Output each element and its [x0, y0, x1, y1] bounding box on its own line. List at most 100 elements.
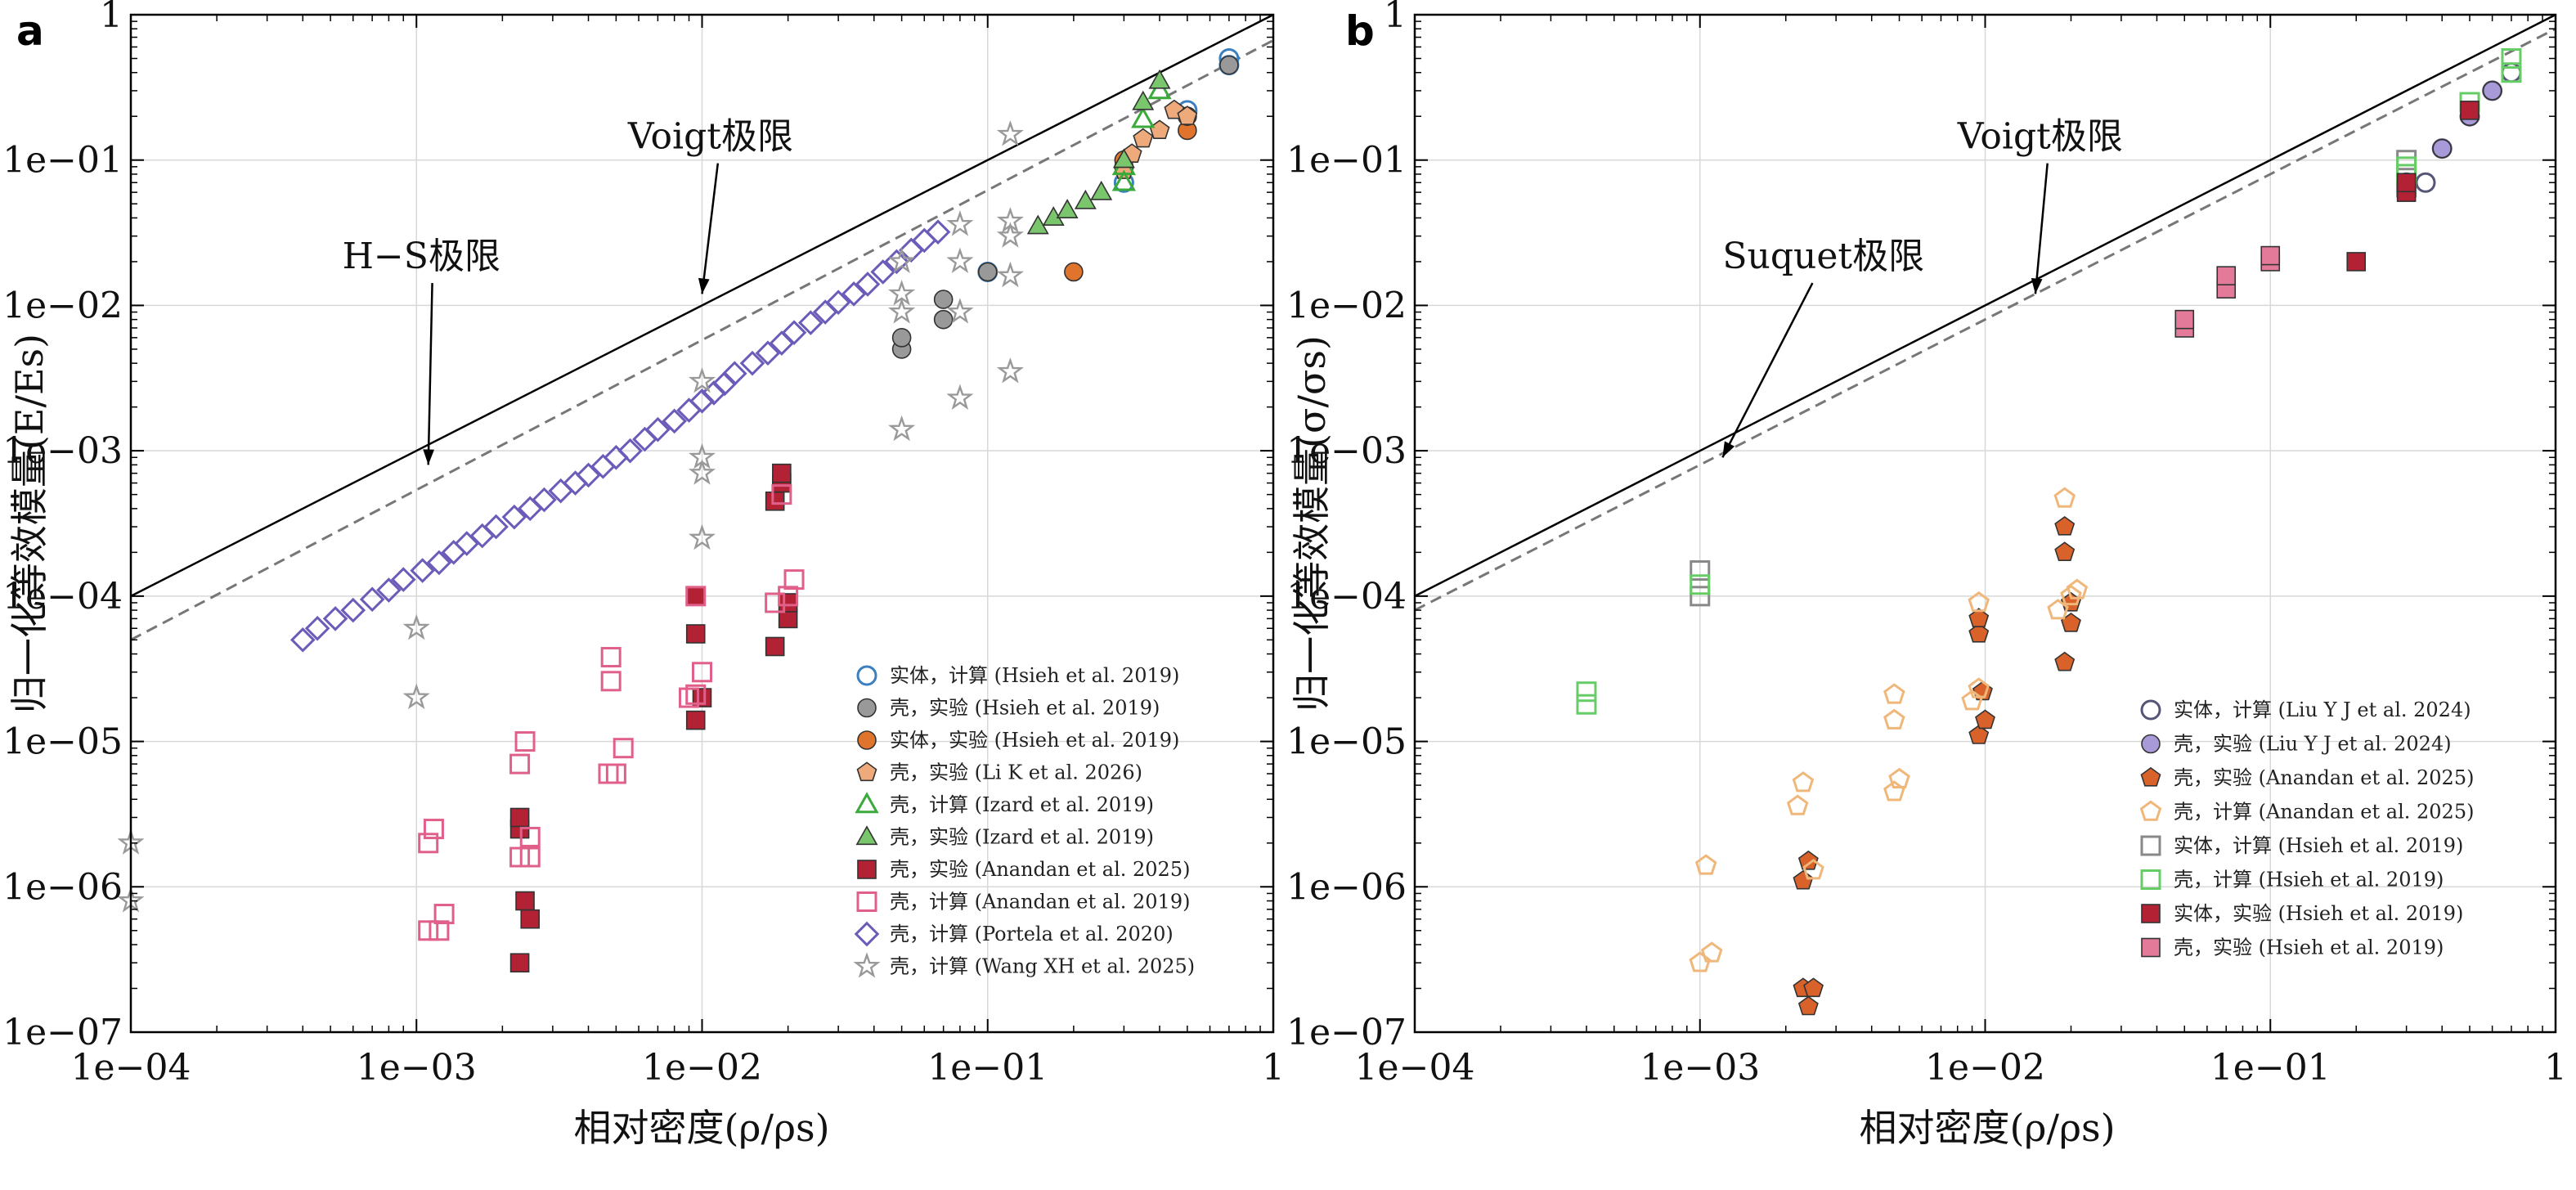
x-tick-label: 1e−03 [357, 1047, 477, 1089]
y-tick-label: 1e−05 [2, 721, 123, 763]
legend-marker [2139, 800, 2162, 821]
data-point [2174, 309, 2195, 330]
data-point [662, 408, 687, 434]
series-4 [1689, 487, 2089, 972]
data-point [692, 662, 712, 683]
legend-entry: 壳，计算 (Hsieh et al. 2019) [2174, 869, 2444, 891]
data-point [483, 514, 509, 540]
annotation-label: Suquet极限 [1722, 236, 1924, 277]
data-point [1968, 591, 1990, 613]
y-axis-label: 归一化等效模量(σ/σs) [1290, 335, 1334, 712]
data-point [1888, 767, 1910, 789]
legend-entry: 壳，计算 (Anandan et al. 2019) [890, 891, 1190, 914]
data-point [778, 593, 798, 613]
data-point [509, 753, 531, 775]
legend-marker [855, 825, 878, 846]
y-tick-label: 1e−06 [1286, 866, 1407, 908]
data-point [322, 606, 348, 631]
data-point [2053, 487, 2076, 508]
data-point [1576, 694, 1597, 715]
y-tick-label: 1e−04 [1286, 576, 1407, 617]
x-axis: 1e−04 1e−03 1e−02 1e−01 1 [1355, 15, 2567, 1089]
annotation-arrowhead [423, 449, 434, 465]
data-point [1700, 941, 1723, 963]
data-point [2501, 47, 2522, 69]
x-tick-label: 1 [2544, 1047, 2567, 1089]
data-point [685, 710, 706, 730]
series-8 [2174, 245, 2281, 338]
data-point [402, 613, 430, 640]
data-point [1968, 725, 1990, 744]
series-7 [2346, 101, 2480, 272]
legend-entry: 壳，实验 (Liu Y J et al. 2024) [2174, 733, 2452, 756]
legend-entry: 壳，实验 (Anandan et al. 2025) [2174, 766, 2474, 789]
legend-marker [856, 665, 877, 686]
data-point [2460, 101, 2480, 120]
data-point [2216, 266, 2237, 285]
data-point [509, 807, 530, 828]
data-point [1133, 128, 1154, 148]
data-point [418, 833, 439, 854]
bound-line-dashed [1414, 27, 2556, 612]
data-point [1132, 90, 1155, 110]
data-point [1064, 262, 1084, 282]
data-point [946, 247, 974, 274]
data-point [685, 684, 707, 705]
data-point [1968, 622, 1990, 643]
annotation-arrowhead [2031, 278, 2043, 294]
legend-marker [855, 792, 879, 814]
legend-entry: 壳，实验 (Izard et al. 2019) [890, 826, 1154, 849]
data-point [771, 484, 792, 505]
legend-entry: 壳，实验 (Hsieh et al. 2019) [890, 697, 1160, 720]
data-point [1786, 794, 1809, 815]
y-tick-label: 1e−07 [2, 1012, 123, 1053]
data-point [688, 442, 716, 469]
y-tick-label: 1 [100, 0, 123, 36]
data-point [433, 904, 455, 925]
data-point [376, 577, 402, 603]
data-point [739, 350, 765, 376]
data-point [888, 279, 916, 306]
data-point [2047, 599, 2069, 620]
data-point [402, 683, 430, 710]
legend-entry: 壳，计算 (Wang XH et al. 2025) [890, 955, 1195, 978]
legend-entry: 壳，实验 (Anandan et al. 2025) [890, 858, 1190, 881]
data-point [685, 586, 707, 607]
data-point [1968, 608, 1990, 627]
data-point [617, 438, 643, 464]
legend: 实体，计算 (Hsieh et al. 2019) 壳，实验 (Hsieh et … [853, 664, 1195, 978]
data-point [783, 569, 805, 591]
data-point [679, 687, 700, 708]
data-point [685, 624, 706, 644]
legend-entry: 实体，计算 (Hsieh et al. 2019) [890, 664, 1179, 687]
data-point [289, 627, 316, 653]
data-point [1074, 189, 1097, 209]
data-point [2396, 173, 2417, 193]
data-point [977, 262, 998, 282]
data-point [1797, 850, 1819, 870]
annotation-arrow [701, 163, 720, 294]
data-point [870, 259, 896, 285]
legend-entry: 壳，计算 (Portela et al. 2020) [890, 923, 1174, 945]
annotation-arrowhead [698, 277, 710, 294]
y-tick-label: 1e−01 [1286, 140, 1407, 182]
data-point [1803, 977, 1824, 998]
y-tick-label: 1e−03 [2, 430, 123, 472]
data-point [765, 636, 785, 657]
legend-marker [2140, 699, 2161, 721]
legend-marker [2141, 937, 2161, 958]
legend-entry: 壳，实验 (Hsieh et al. 2019) [2174, 936, 2444, 959]
data-point [1968, 677, 1990, 698]
data-point [855, 272, 881, 297]
data-point [765, 592, 786, 613]
data-point [1694, 854, 1717, 875]
y-tick-label: 1e−06 [2, 866, 123, 908]
data-point [996, 222, 1024, 248]
data-point [1689, 951, 1712, 972]
data-point [2060, 584, 2082, 606]
data-point [1792, 771, 1815, 793]
annotation-label: Voigt极限 [1957, 116, 2123, 158]
data-point [688, 523, 716, 550]
series-6 [1026, 69, 1171, 235]
data-point [645, 416, 671, 442]
